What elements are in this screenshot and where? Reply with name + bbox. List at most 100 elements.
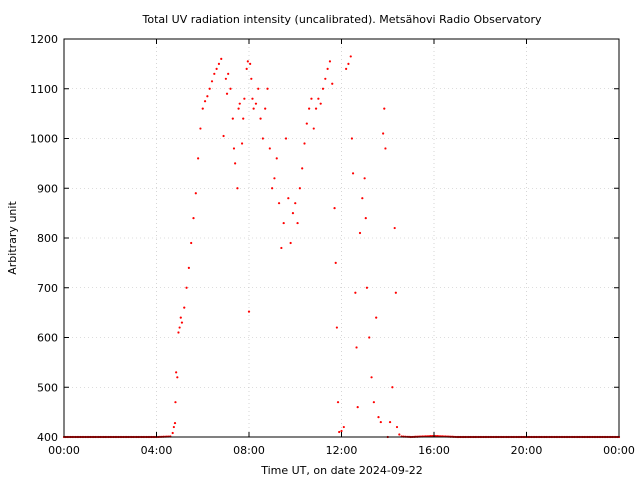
data-point	[395, 425, 399, 429]
data-point	[334, 261, 337, 264]
data-points	[62, 55, 621, 439]
data-point	[317, 97, 320, 100]
data-point	[240, 142, 244, 145]
data-point	[252, 107, 255, 110]
data-point	[201, 107, 204, 110]
data-point	[185, 286, 188, 289]
data-point	[284, 137, 288, 140]
data-point	[308, 107, 311, 110]
data-point	[384, 147, 387, 150]
data-point	[355, 346, 358, 349]
data-point	[203, 100, 207, 103]
data-point	[398, 433, 401, 436]
data-point	[324, 77, 327, 80]
y-tick-label: 1200	[30, 33, 58, 46]
data-point	[358, 231, 362, 235]
data-point	[383, 107, 386, 110]
data-point	[194, 192, 197, 195]
data-point	[294, 202, 297, 205]
data-point	[243, 97, 246, 100]
data-point	[368, 336, 371, 339]
data-point	[336, 401, 340, 404]
data-point	[261, 137, 264, 140]
data-point	[246, 60, 249, 63]
data-point	[199, 127, 202, 130]
data-point	[213, 72, 216, 75]
data-point	[251, 97, 254, 100]
data-point	[177, 331, 180, 334]
data-point	[282, 221, 285, 225]
data-point	[208, 87, 211, 90]
y-tick-label: 900	[37, 182, 58, 195]
data-point	[173, 421, 177, 425]
data-point	[342, 425, 345, 429]
data-point	[179, 316, 182, 319]
data-point	[275, 157, 278, 160]
y-tick-label: 500	[37, 381, 58, 394]
x-tick-label: 12:00	[326, 444, 358, 457]
data-point	[210, 80, 214, 83]
data-point	[268, 147, 271, 150]
chart-title: Total UV radiation intensity (uncalibrat…	[142, 13, 542, 26]
data-point	[224, 77, 227, 80]
data-point	[225, 92, 229, 95]
plot-area-border	[63, 38, 620, 438]
data-point	[370, 376, 373, 379]
data-point	[277, 202, 281, 205]
data-point	[314, 107, 318, 110]
data-point	[232, 147, 236, 150]
data-point	[303, 142, 306, 145]
data-point	[172, 425, 175, 429]
data-point	[301, 167, 304, 170]
data-point	[190, 241, 193, 245]
data-point	[245, 67, 248, 70]
x-tick-label: 04:00	[141, 444, 173, 457]
x-tick-label: 00:00	[603, 444, 635, 457]
data-point	[249, 62, 252, 65]
data-point	[335, 326, 338, 329]
data-point	[192, 217, 195, 220]
data-point	[340, 429, 343, 433]
data-point	[171, 431, 174, 435]
data-point	[379, 420, 382, 424]
data-point	[264, 107, 267, 110]
data-point	[180, 321, 184, 324]
y-tick-label: 1100	[30, 83, 58, 96]
y-axis-label: Arbitrary unit	[6, 201, 19, 275]
data-point	[310, 97, 313, 100]
data-point	[321, 87, 325, 90]
data-point	[365, 286, 369, 289]
data-point	[197, 157, 200, 160]
data-point	[351, 172, 355, 175]
y-tick-label: 700	[37, 282, 58, 295]
data-point	[345, 67, 348, 70]
data-point	[287, 197, 290, 200]
data-point	[338, 430, 341, 434]
data-point	[375, 316, 378, 319]
data-point	[331, 82, 334, 85]
data-point	[273, 177, 276, 180]
data-point	[234, 162, 237, 165]
data-point	[176, 376, 179, 379]
data-point	[175, 371, 178, 374]
data-point	[326, 67, 329, 70]
data-point	[227, 72, 230, 75]
data-point	[187, 266, 190, 269]
data-point	[394, 291, 397, 294]
data-point	[231, 117, 234, 120]
data-point	[174, 401, 177, 404]
data-point	[319, 102, 322, 105]
data-point	[356, 406, 359, 409]
y-tick-label: 800	[37, 232, 58, 245]
y-tick-label: 1000	[30, 133, 58, 146]
data-point	[257, 87, 260, 90]
data-point	[328, 60, 332, 63]
x-tick-label: 16:00	[418, 444, 450, 457]
data-point	[254, 102, 258, 105]
data-point	[363, 177, 366, 180]
x-tick-label: 20:00	[511, 444, 543, 457]
axis-ticks: 00:00 04:00 08:00 12:00 16:00 20:00 00:0040050…	[30, 33, 635, 457]
data-point	[312, 127, 315, 130]
data-point	[388, 420, 392, 424]
